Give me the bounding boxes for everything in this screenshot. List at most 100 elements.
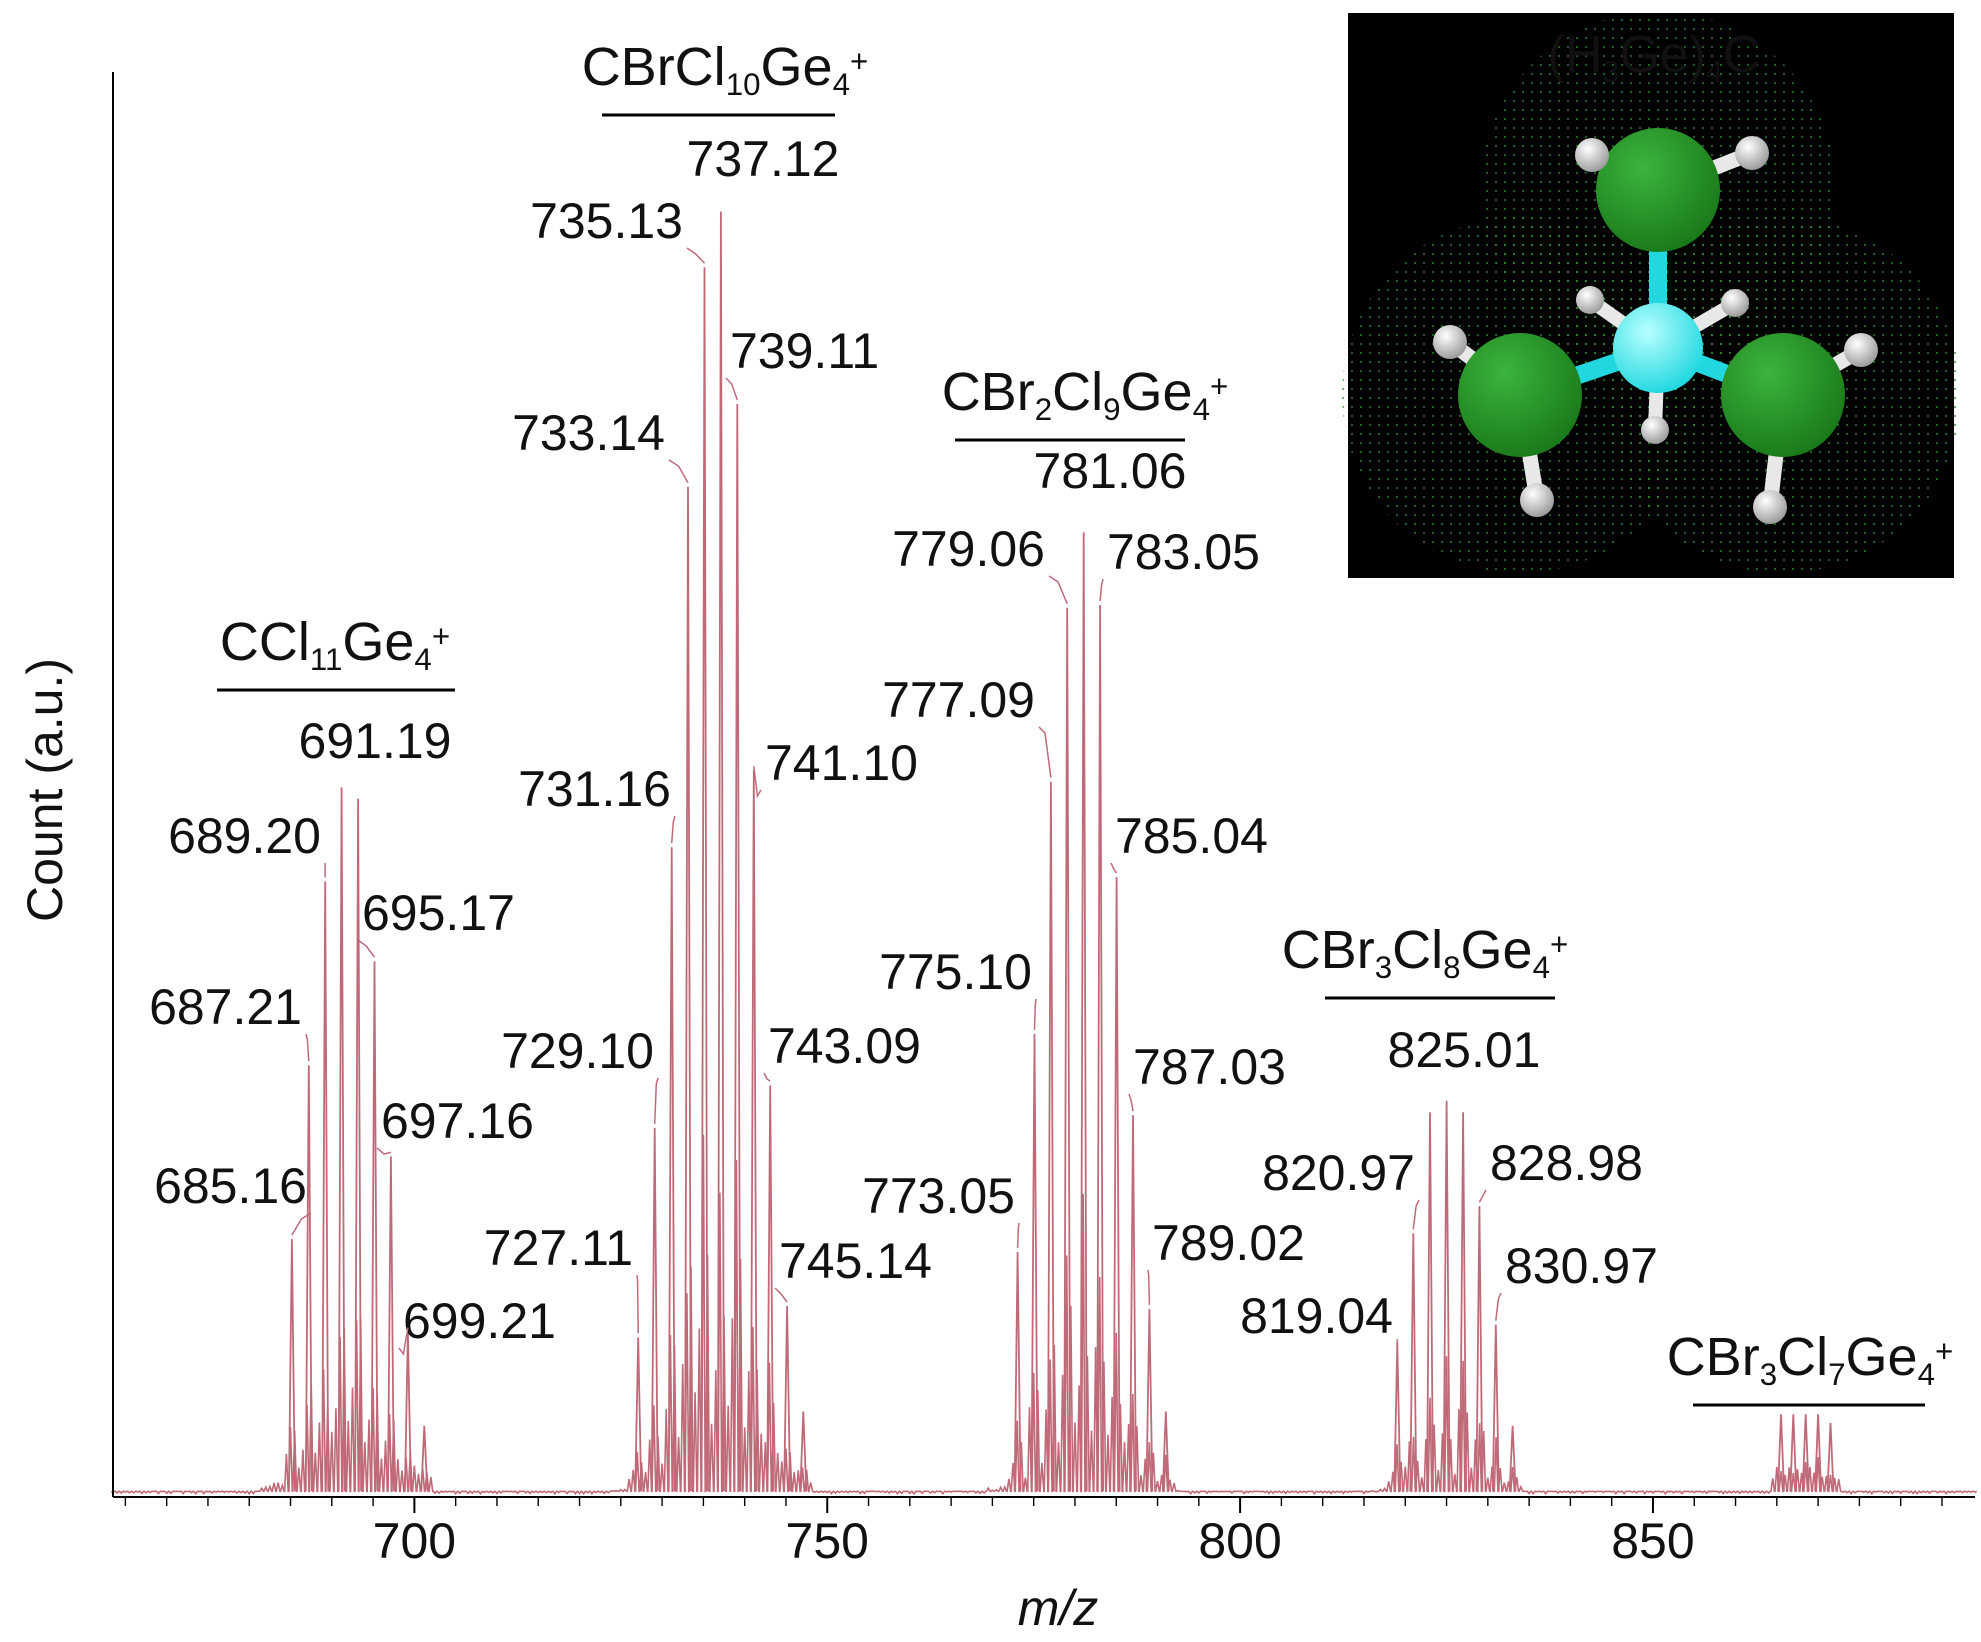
formula-part: Ge [761,37,833,97]
leader-line [636,1274,639,1334]
peak-label: 745.14 [779,1233,932,1289]
leader-line [1478,1189,1487,1203]
peak-label: 789.02 [1152,1215,1305,1271]
leader-line [1495,1292,1502,1321]
peak-label: 743.09 [768,1018,921,1074]
peak-mark [1079,532,1088,1492]
leader-line [1099,578,1104,602]
formula-part: CBr [1667,1327,1760,1387]
ion-formula-label: CBr3Cl7Ge4+ [1667,1327,1954,1392]
leader-line [753,766,762,799]
formula-part: 4 [1918,1357,1935,1392]
peak-mark [337,787,346,1492]
formula-part: 10 [726,67,761,102]
leader-line [1016,1222,1020,1248]
leader-line [305,1033,310,1062]
leader-line [1412,1199,1420,1230]
x-axis-title: m/z [1018,1580,1099,1636]
peak-mark [799,1411,808,1492]
peak-label: 729.10 [501,1023,654,1079]
formula-part: Cl [1392,920,1443,980]
peak-mark [1129,1115,1137,1492]
peak-labels: 685.16 687.21 689.20 691.19 695.17 697.16 699.… [149,131,1658,1356]
leader-line [668,459,689,484]
peak-label: 727.11 [484,1220,633,1276]
peak-mark [1145,1308,1154,1492]
peak-mark [1063,607,1072,1492]
peak-label: 819.04 [1240,1288,1393,1344]
formula-part: 3 [1603,56,1620,89]
formula-part: + [432,619,450,654]
peak-label: 685.16 [154,1158,307,1214]
peak-label: 775.10 [879,944,1032,1000]
peak-mark [634,1337,643,1492]
peak-label: 695.17 [362,885,515,941]
peak-mark [1013,1251,1022,1492]
leader-line [653,1077,659,1124]
peak-label: 820.97 [1262,1145,1415,1201]
formula-part: 11 [310,642,343,677]
formula-part: 4 [1706,56,1723,89]
peak-label: 687.21 [149,979,302,1035]
leader-line [1128,1093,1134,1112]
hydrogen-atom [1576,286,1604,314]
leader-line [398,1327,409,1356]
leader-line [725,377,739,401]
leader-line [774,1287,788,1303]
peak-mark [1096,604,1104,1492]
formula-part: Ge [342,612,414,672]
ion-formula-label: CBrCl10Ge4+ [582,37,869,102]
peak-mark [1475,1206,1484,1492]
germanium-atom [1721,333,1845,457]
formula-part: + [1935,1334,1953,1369]
formula-part: 4 [1193,392,1210,427]
hydrogen-atom [1575,138,1609,172]
peak-mark [1508,1425,1517,1492]
hydrogen-atom [1844,333,1878,367]
hydrogen-atom [1433,325,1467,359]
hydrogen-atom [1735,136,1769,170]
peak-mark [1459,1112,1467,1492]
peak-mark [700,267,709,1492]
peak-mark [1047,781,1055,1492]
leader-line [291,1212,312,1236]
peak-label: 737.12 [687,131,840,187]
peak-mark [1442,1100,1451,1492]
peak-label: 731.16 [518,761,671,817]
ion-group-labels: CCl11Ge4+CBrCl10Ge4+CBr2Cl9Ge4+CBr3Cl8Ge… [217,37,1954,1407]
peak-mark [650,1127,659,1492]
x-axis-ticks: 700 750 800 850 [124,1497,1943,1569]
leader-line [1038,726,1052,778]
formula-part: 3 [1375,950,1392,985]
formula-part: 3 [1760,1357,1777,1392]
formula-part: (H [1548,26,1603,84]
peak-mark [766,1085,775,1492]
peak-mark [717,211,725,1492]
formula-part: 2 [1035,392,1052,427]
peak-label: 691.19 [299,713,452,769]
peak-mark [1814,1414,1822,1492]
formula-part: 9 [1103,392,1120,427]
leader-line [763,1072,771,1082]
hydrogen-atom [1753,490,1787,524]
peak-mark [1826,1422,1835,1492]
peak-mark [387,1156,395,1492]
x-tick-label: 800 [1198,1513,1281,1569]
peak-label: 787.03 [1133,1039,1286,1095]
peak-mark [1801,1414,1810,1492]
germanium-atom [1596,128,1720,252]
formula-part: CCl [220,612,310,672]
peak-mark [1789,1414,1798,1492]
formula-part: Ge) [1619,26,1706,84]
leader-line [686,247,706,264]
x-tick-label: 700 [373,1513,456,1569]
peak-label: 777.09 [882,672,1035,728]
y-axis-title: Count (a.u.) [17,658,73,922]
leader-line [1147,1269,1151,1305]
peak-label: 739.11 [730,323,879,379]
hydrogen-atom [1641,416,1669,444]
peak-mark [370,961,379,1492]
formula-part: Ge [1846,1327,1918,1387]
peak-mark [783,1305,791,1492]
